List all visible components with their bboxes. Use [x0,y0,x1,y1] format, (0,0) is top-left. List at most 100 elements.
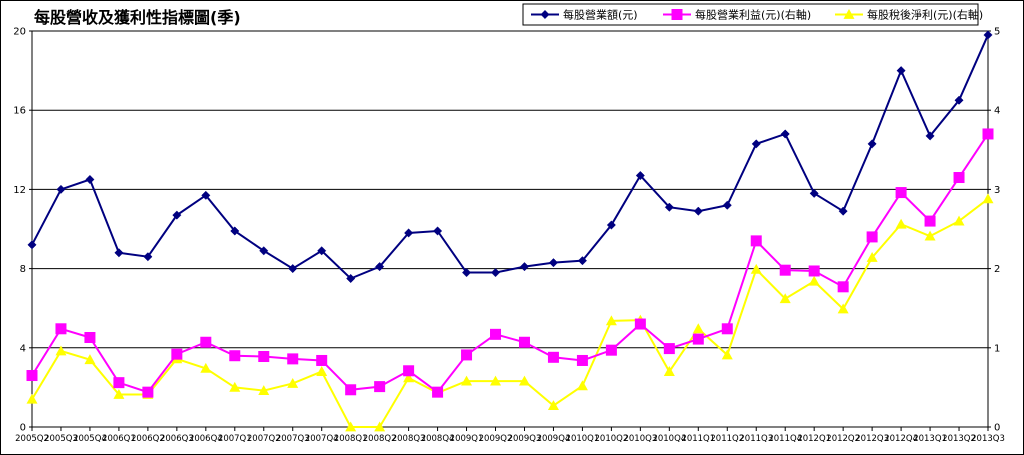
x-tick-label: 2009Q2 [479,434,513,444]
series-2-point [171,348,183,360]
series-3-point [808,275,820,286]
series-3-point [518,375,530,386]
series-1-point [375,262,385,272]
x-tick-label: 2012Q2 [826,434,860,444]
series-2-point [576,354,588,366]
series-3-point [605,315,617,326]
y-left-tick-label: 8 [20,264,26,275]
series-2-point [837,281,849,293]
series-1-point [780,129,790,139]
series-1-point [490,268,501,278]
y-right-tick-label: 0 [994,423,1000,434]
series-1-point [346,273,356,284]
series-2-point [721,323,733,335]
series-2-point [663,343,675,355]
legend-swatch-marker [671,9,683,20]
series-2-point [953,172,965,184]
x-tick-label: 2012Q3 [855,434,889,444]
series-2-point [316,354,328,366]
series-2-point [229,350,241,362]
series-2-point [403,365,415,377]
series-1-point [548,258,559,268]
x-tick-label: 2011Q3 [739,434,773,444]
series-2-point [287,353,299,365]
series-2-point [84,332,96,344]
series-1-point [635,170,645,181]
plot-background [32,31,988,427]
series-2-point [779,264,791,276]
series-3-point [345,421,357,432]
series-3-point [692,323,704,334]
series-3-point [403,372,415,383]
series-3-point [26,393,38,404]
series-2-point [808,265,820,277]
series-1-point [230,226,240,236]
series-1-point [606,220,616,230]
x-tick-label: 2005Q3 [44,434,78,444]
x-tick-label: 2007Q1 [218,434,252,444]
series-3-point [258,385,270,395]
series-1-point [201,190,211,200]
x-tick-label: 2008Q4 [421,434,455,444]
series-line-3 [31,198,989,428]
series-2-point [692,333,704,345]
legend-box [522,3,979,26]
series-2-point [461,349,473,361]
x-tick-label: 2010Q1 [566,434,600,444]
series-2-point [634,318,646,330]
series-2-point [142,386,154,398]
series-2-point [345,384,357,396]
x-tick-label: 2010Q2 [595,434,629,444]
series-1-point [925,131,935,141]
series-2-point [547,351,559,363]
series-3-point [461,375,473,386]
series-2-point [895,187,907,199]
y-left-tick-label: 0 [20,423,26,434]
legend-swatch-marker [843,9,855,19]
legend-swatch-marker [540,9,550,20]
series-2-point [258,351,270,363]
series-3-point [84,354,96,365]
series-2-point [374,381,386,393]
series-1-point [838,206,848,216]
x-tick-label: 2006Q3 [160,434,194,444]
x-tick-label: 2009Q4 [537,434,571,444]
series-2-point [26,370,38,382]
x-tick-label: 2008Q1 [334,434,368,444]
x-tick-label: 2007Q3 [276,434,310,444]
x-tick-label: 2006Q1 [102,434,136,444]
series-2-point [866,231,878,243]
x-tick-label: 2011Q2 [710,434,744,444]
series-3-point [576,380,588,391]
series-1-point [664,202,674,212]
y-left-tick-label: 4 [20,343,26,354]
series-1-point [288,264,298,274]
x-tick-label: 2008Q2 [363,434,397,444]
x-tick-label: 2005Q4 [73,434,107,444]
series-3-point [953,215,965,226]
series-1-point [519,262,530,272]
series-3-point [316,366,328,376]
series-3-point [287,377,299,388]
series-2-point [605,344,617,356]
x-tick-label: 2007Q2 [247,434,281,444]
legend-entry-label: 每股稅後淨利(元)(右軸) [867,8,983,22]
series-2-point [432,386,444,398]
series-2-point [55,323,67,335]
series-1-point [433,226,443,236]
series-1-point [56,184,66,194]
series-1-point [577,256,587,266]
y-left-tick-label: 16 [13,106,26,117]
legend-entry-label: 每股營業額(元) [563,8,638,22]
series-line-2 [31,133,989,394]
series-1-point [317,246,327,256]
series-1-point [404,228,414,238]
series-1-point [867,139,877,149]
x-tick-label: 2012Q4 [884,434,918,444]
series-3-point [837,303,849,314]
y-left-tick-label: 20 [13,27,26,38]
x-tick-label: 2009Q1 [450,434,484,444]
x-tick-label: 2005Q2 [15,434,49,444]
